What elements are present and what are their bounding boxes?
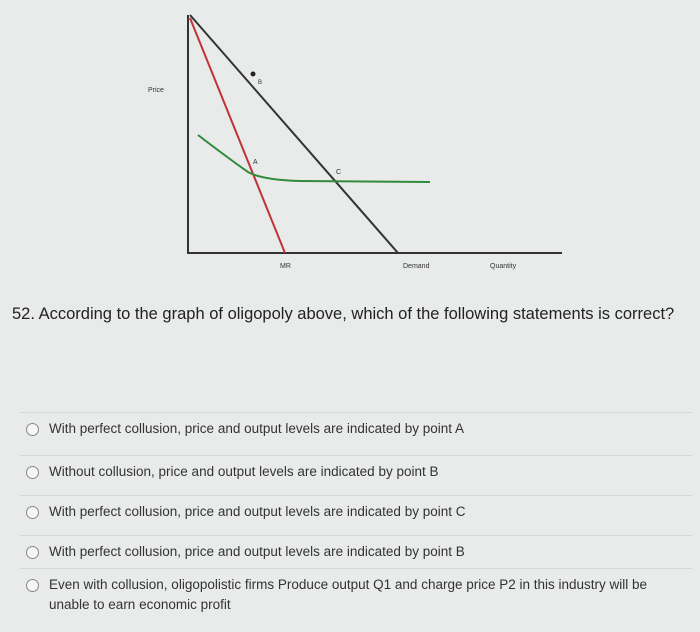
option[interactable]: With perfect collusion, price and output… [20,412,692,439]
radio-button[interactable] [26,423,39,436]
cost-curve [197,134,431,183]
radio-button[interactable] [26,546,39,559]
question: 52. According to the graph of oligopoly … [12,305,675,323]
point-label: A [253,159,258,166]
option-text: Even with collusion, oligopolistic firms… [49,577,648,612]
point-label: B [258,80,262,86]
demand-curve [189,14,399,254]
radio-button[interactable] [26,506,39,519]
option[interactable]: With perfect collusion, price and output… [20,495,692,522]
option-text: With perfect collusion, price and output… [49,421,464,436]
option-text: With perfect collusion, price and output… [49,544,465,559]
option-text: With perfect collusion, price and output… [49,504,466,519]
option[interactable]: With perfect collusion, price and output… [20,535,692,562]
curve-label: MR [280,263,291,270]
option-text: Without collusion, price and output leve… [49,464,439,479]
option[interactable]: Without collusion, price and output leve… [20,455,692,482]
mr-curve [189,17,286,254]
option[interactable]: Even with collusion, oligopolistic firms… [20,568,692,615]
radio-button[interactable] [26,579,39,592]
point-dot [250,71,256,77]
curve-label: Demand [403,263,430,270]
oligopoly-graph: Price Quantity MR Demand A B C [148,14,562,270]
point-label: C [336,169,341,176]
y-axis-label: Price [148,87,164,94]
x-axis-label: Quantity [490,263,517,270]
radio-button[interactable] [26,466,39,479]
